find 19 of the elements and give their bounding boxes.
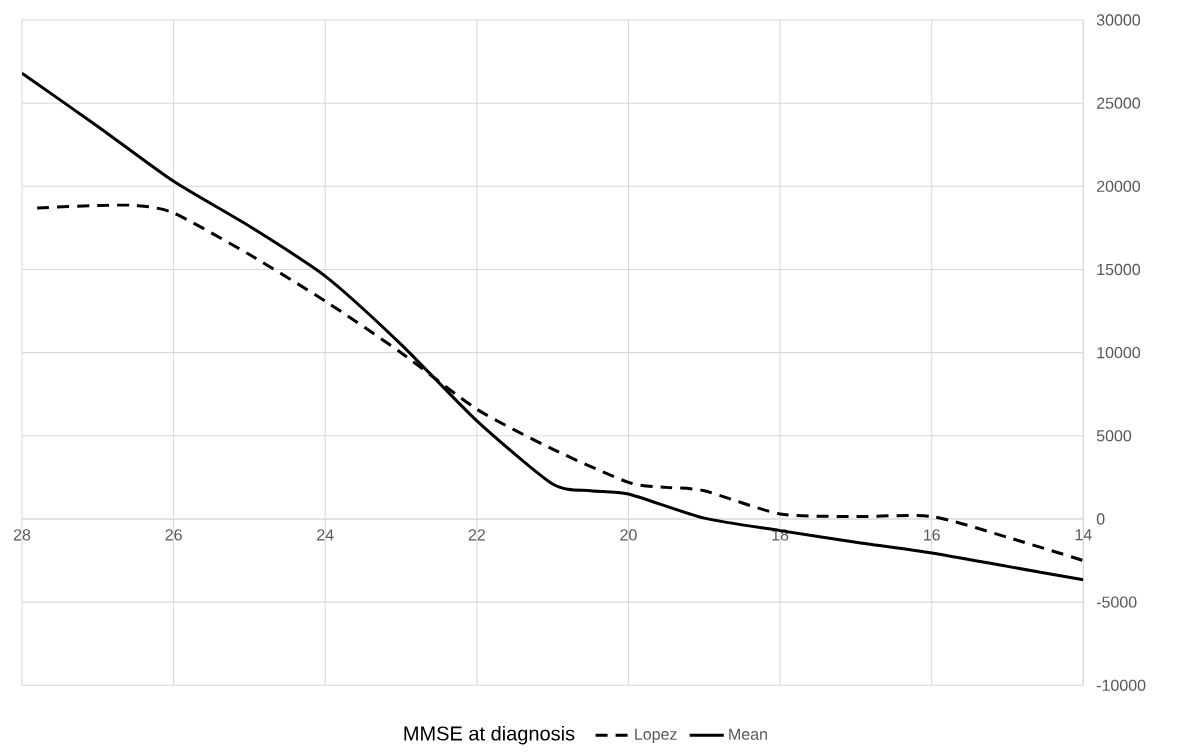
x-tick-label: 22 — [468, 529, 485, 541]
legend-label: Lopez — [635, 728, 677, 743]
y-tick-label: -10000 — [1096, 679, 1146, 691]
x-tick-label: 20 — [620, 529, 637, 541]
x-axis-title: MMSE at diagnosis — [404, 725, 575, 745]
x-tick-label: 26 — [165, 529, 182, 541]
y-tick-label: 5000 — [1096, 430, 1132, 442]
y-tick-label: -5000 — [1096, 596, 1137, 608]
y-tick-label: 0 — [1096, 513, 1105, 525]
x-tick-label: 16 — [924, 529, 940, 541]
x-tick-label: 28 — [13, 529, 31, 541]
legend-label: Mean — [729, 728, 767, 740]
y-tick-label: 30000 — [1096, 14, 1141, 26]
x-tick-label: 14 — [1075, 529, 1092, 541]
y-tick-label: 25000 — [1097, 97, 1141, 109]
y-tick-label: 10000 — [1097, 346, 1141, 359]
x-tick-label: 24 — [317, 529, 334, 541]
y-tick-label: 20000 — [1097, 180, 1141, 192]
y-tick-label: 15000 — [1097, 263, 1141, 275]
